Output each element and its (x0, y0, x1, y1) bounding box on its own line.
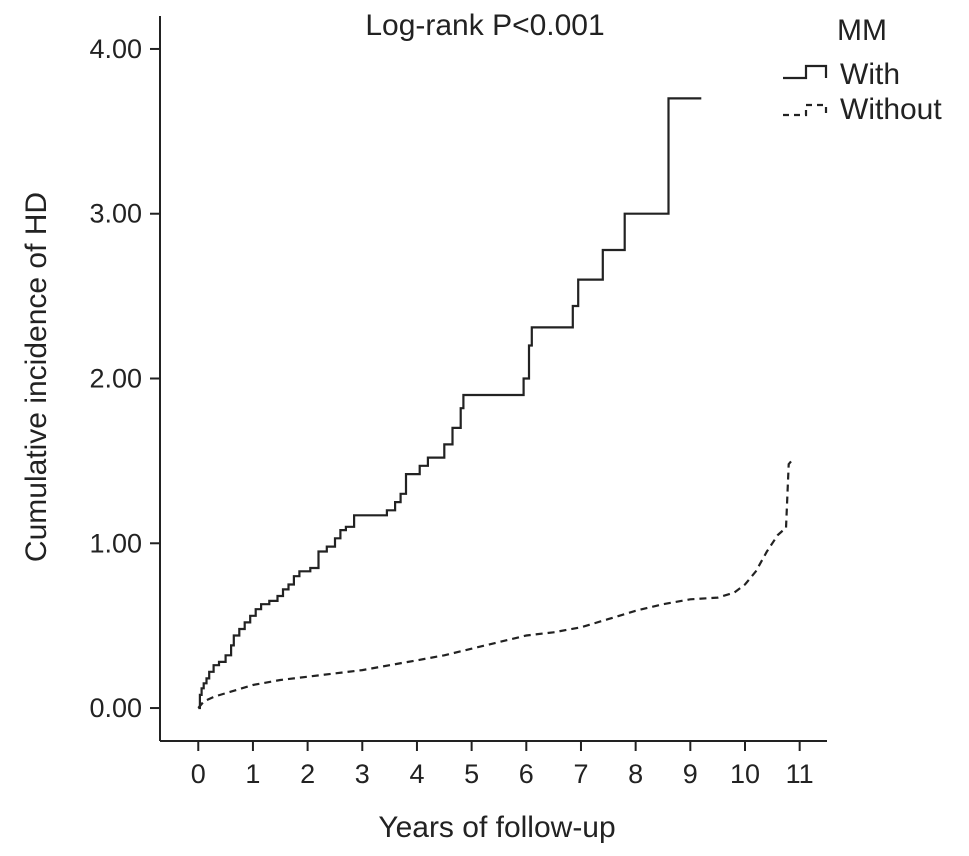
x-tick-label: 1 (245, 759, 260, 789)
x-axis-label: Years of follow-up (378, 811, 615, 844)
y-axis-label: Cumulative incidence of HD (20, 192, 53, 562)
x-tick-label: 10 (730, 759, 760, 789)
x-tick-label: 8 (628, 759, 643, 789)
plot-area (197, 97, 793, 710)
legend-swatch-with (783, 64, 828, 80)
series-line-without (197, 460, 793, 709)
legend: MM With Without (783, 14, 942, 126)
annotation-text: Log-rank P<0.001 (365, 9, 604, 42)
y-tick-label: 4.00 (89, 34, 142, 64)
x-tick-label: 6 (519, 759, 534, 789)
x-tick-label: 11 (786, 759, 814, 789)
y-tick-label: 3.00 (89, 199, 142, 229)
x-tick-label: 5 (464, 759, 479, 789)
axes: 0.00 1.00 2.00 3.00 4.00 0 1 2 3 4 5 6 7 8 9 10 11 (89, 16, 827, 789)
y-tick-label: 0.00 (89, 693, 142, 723)
y-tick-label: 1.00 (89, 528, 142, 558)
legend-label-with: With (840, 58, 900, 91)
x-tick-label: 9 (683, 759, 698, 789)
x-tick-label: 7 (573, 759, 588, 789)
legend-label-without: Without (840, 93, 942, 126)
legend-swatch-without (783, 103, 828, 117)
y-tick-label: 2.00 (89, 364, 142, 394)
x-tick-label: 0 (191, 759, 206, 789)
legend-title: MM (837, 14, 887, 47)
x-tick-label: 4 (409, 759, 424, 789)
x-tick-label: 3 (355, 759, 370, 789)
series-line-with (198, 97, 702, 710)
x-tick-label: 2 (300, 759, 315, 789)
